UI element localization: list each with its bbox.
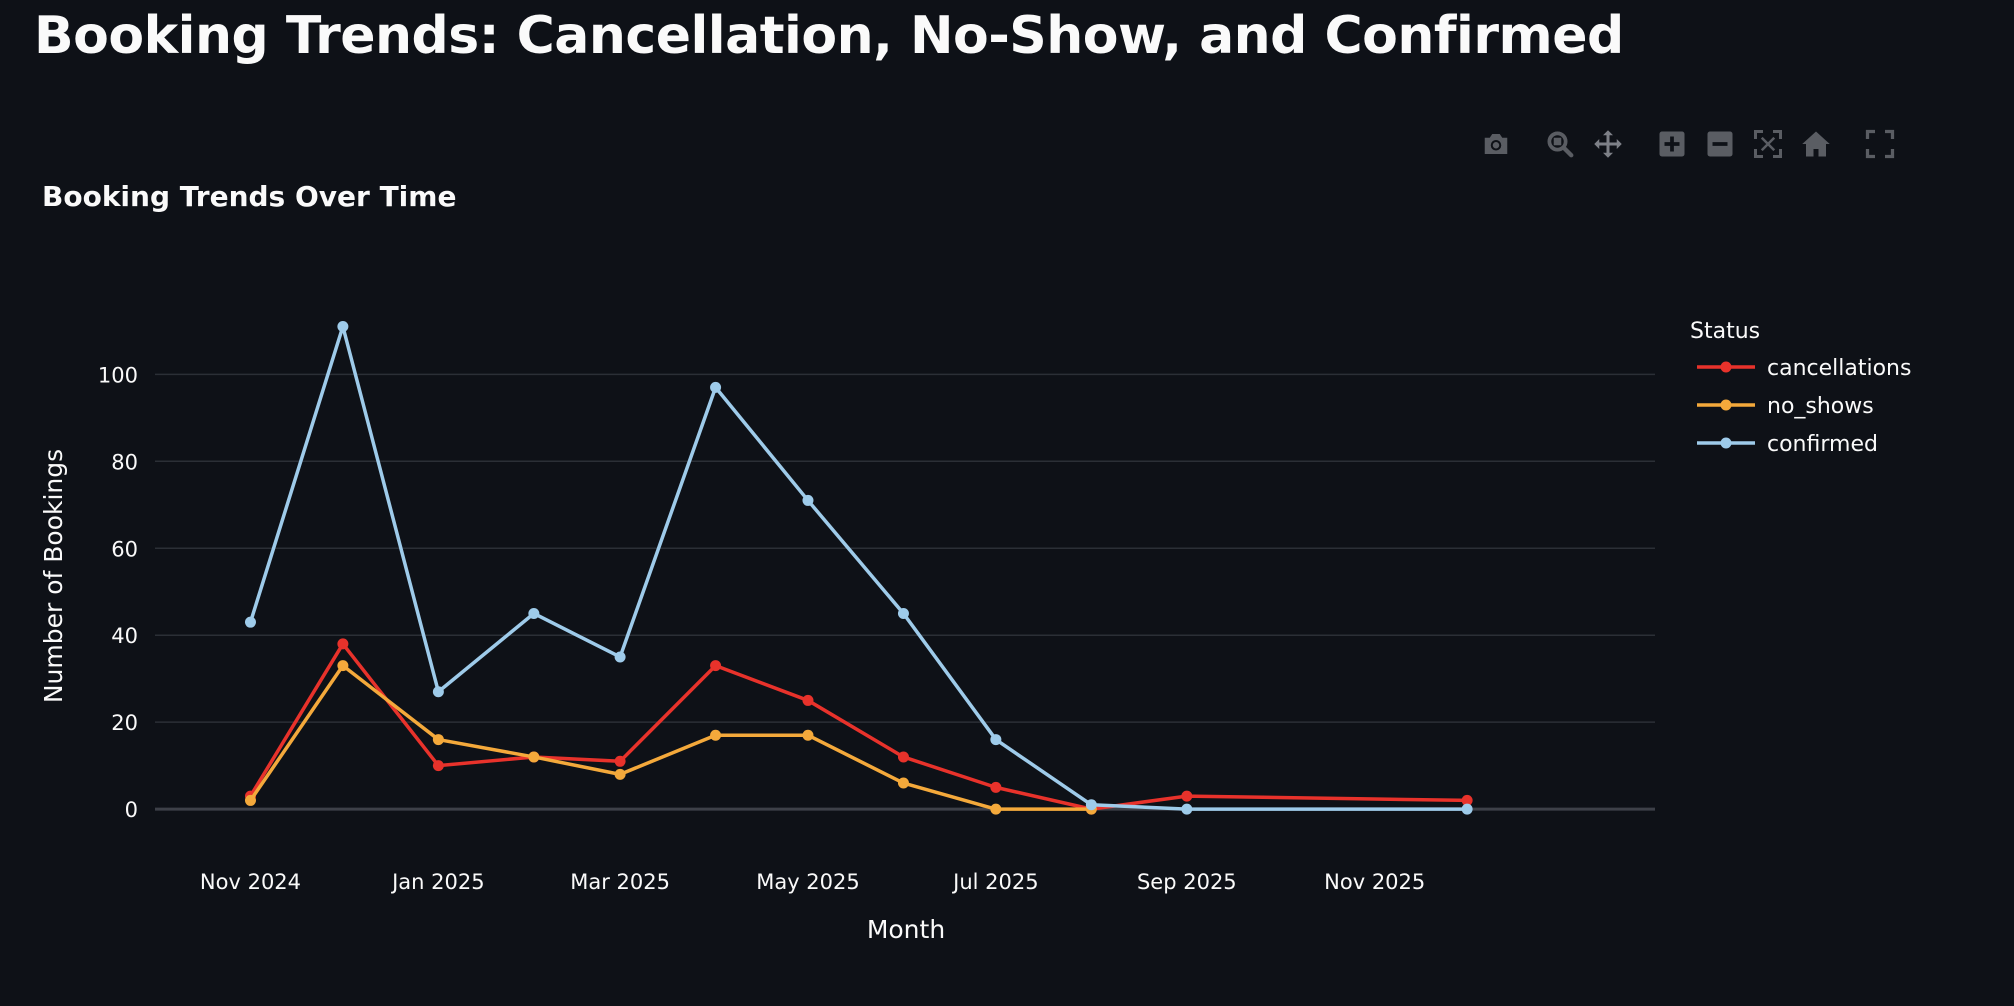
- zoom-icon: [1547, 131, 1574, 158]
- fullscreen-button[interactable]: [1862, 126, 1898, 162]
- legend-item-confirmed[interactable]: confirmed: [1697, 432, 1878, 457]
- legend-label: confirmed: [1767, 432, 1878, 457]
- fullscreen-icon: [1865, 129, 1895, 159]
- data-point[interactable]: [897, 751, 909, 763]
- legend-item-cancellations[interactable]: cancellations: [1697, 356, 1911, 381]
- data-point[interactable]: [1085, 799, 1097, 811]
- data-point[interactable]: [432, 760, 444, 772]
- x-tick-label: Jan 2025: [390, 870, 485, 894]
- x-tick-label: May 2025: [756, 870, 860, 894]
- legend-title: Status: [1690, 319, 1760, 344]
- x-tick-label: Jul 2025: [951, 870, 1038, 894]
- data-point[interactable]: [244, 794, 256, 806]
- data-point[interactable]: [990, 781, 1002, 793]
- data-point[interactable]: [897, 607, 909, 619]
- data-point[interactable]: [1181, 790, 1193, 802]
- data-point[interactable]: [528, 751, 540, 763]
- series-group: [244, 321, 1473, 815]
- reset-axes-icon: [1802, 131, 1830, 157]
- data-point[interactable]: [710, 660, 722, 672]
- x-tick-label: Mar 2025: [570, 870, 670, 894]
- gridlines: [155, 373, 1655, 811]
- data-point[interactable]: [337, 660, 349, 672]
- series-line-confirmed: [248, 324, 1468, 811]
- data-point[interactable]: [528, 607, 540, 619]
- page-title: Booking Trends: Cancellation, No-Show, a…: [34, 6, 1624, 66]
- autoscale-icon: [1754, 130, 1782, 158]
- data-point[interactable]: [990, 734, 1002, 746]
- x-tick-label: Nov 2024: [200, 870, 301, 894]
- data-point[interactable]: [802, 494, 814, 506]
- x-tick-label: Sep 2025: [1137, 870, 1237, 894]
- y-tick-label: 100: [98, 363, 138, 387]
- legend-label: cancellations: [1767, 356, 1911, 381]
- legend-item-no_shows[interactable]: no_shows: [1697, 394, 1874, 419]
- data-point[interactable]: [990, 803, 1002, 815]
- y-tick-label: 60: [111, 537, 138, 561]
- zoom-button[interactable]: [1542, 126, 1578, 162]
- download-png-button[interactable]: [1478, 126, 1514, 162]
- data-point[interactable]: [1181, 803, 1193, 815]
- legend[interactable]: Status cancellations no_shows confirmed: [1690, 319, 1911, 457]
- data-point[interactable]: [337, 321, 349, 333]
- series-cancellations: [244, 638, 1473, 815]
- data-point[interactable]: [432, 734, 444, 746]
- y-tick-label: 40: [111, 624, 138, 648]
- data-point[interactable]: [802, 729, 814, 741]
- autoscale-button[interactable]: [1750, 126, 1786, 162]
- data-point[interactable]: [1461, 803, 1473, 815]
- zoom-out-icon: [1707, 131, 1733, 157]
- zoom-out-button[interactable]: [1702, 126, 1738, 162]
- series-confirmed: [244, 321, 1473, 815]
- y-axis-ticks: 0 20 40 60 80 100: [98, 363, 138, 822]
- y-tick-label: 0: [125, 798, 138, 822]
- data-point[interactable]: [337, 638, 349, 650]
- data-point[interactable]: [710, 729, 722, 741]
- zoom-in-icon: [1659, 131, 1685, 157]
- series-no_shows: [244, 660, 1097, 815]
- data-point[interactable]: [614, 768, 626, 780]
- chart-title: Booking Trends Over Time: [42, 180, 456, 213]
- data-point[interactable]: [897, 777, 909, 789]
- pan-button[interactable]: [1590, 126, 1626, 162]
- pan-icon: [1594, 130, 1622, 158]
- x-tick-label: Nov 2025: [1324, 870, 1425, 894]
- y-axis-label: Number of Bookings: [39, 449, 68, 703]
- data-point[interactable]: [244, 616, 256, 628]
- data-point[interactable]: [710, 381, 722, 393]
- chart-toolbar: [1478, 124, 1910, 164]
- x-axis-ticks: Nov 2024 Jan 2025 Mar 2025 May 2025 Jul 2025…: [200, 870, 1425, 894]
- data-point[interactable]: [614, 651, 626, 663]
- data-point[interactable]: [614, 755, 626, 767]
- data-point[interactable]: [432, 686, 444, 698]
- legend-swatch-marker: [1720, 361, 1732, 373]
- data-point[interactable]: [802, 694, 814, 706]
- x-axis-label: Month: [867, 915, 945, 944]
- legend-swatch-marker: [1720, 399, 1732, 411]
- reset-axes-button[interactable]: [1798, 126, 1834, 162]
- zoom-in-button[interactable]: [1654, 126, 1690, 162]
- legend-label: no_shows: [1767, 394, 1874, 419]
- y-tick-label: 80: [111, 450, 138, 474]
- series-line-no_shows: [249, 663, 1092, 811]
- camera-icon: [1484, 134, 1508, 154]
- y-tick-label: 20: [111, 711, 138, 735]
- legend-swatch-marker: [1720, 437, 1732, 449]
- data-point[interactable]: [1461, 794, 1473, 806]
